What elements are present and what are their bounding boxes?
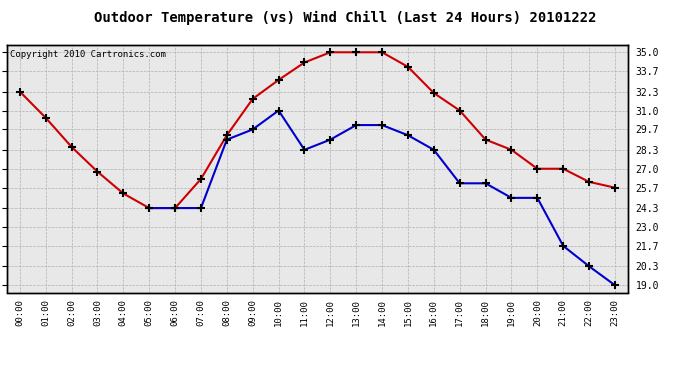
Text: Outdoor Temperature (vs) Wind Chill (Last 24 Hours) 20101222: Outdoor Temperature (vs) Wind Chill (Las…: [94, 11, 596, 26]
Text: Copyright 2010 Cartronics.com: Copyright 2010 Cartronics.com: [10, 50, 166, 59]
